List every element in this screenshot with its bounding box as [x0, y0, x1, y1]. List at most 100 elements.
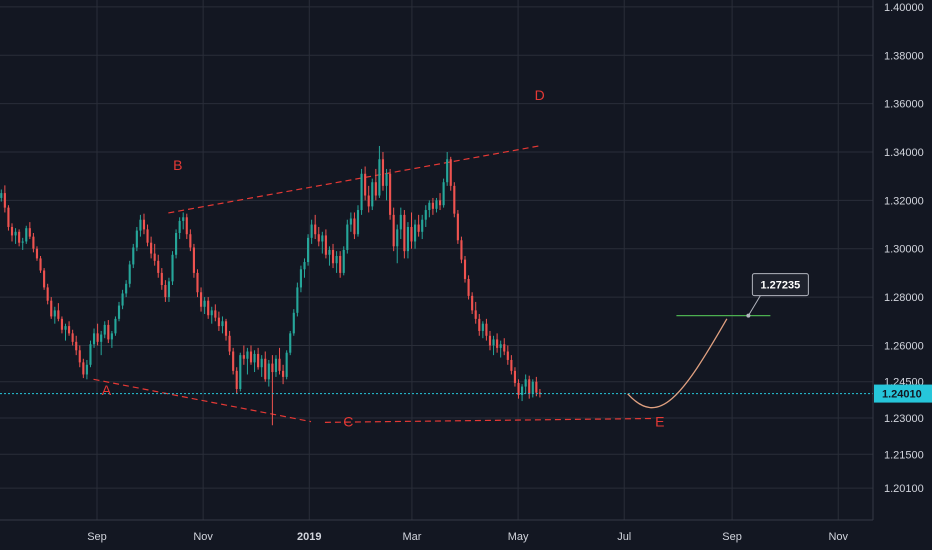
candle-body	[364, 173, 367, 196]
candle-body	[264, 358, 267, 380]
candle	[274, 355, 278, 377]
candle-body	[414, 224, 417, 242]
candle	[64, 323, 67, 341]
candle	[367, 185, 370, 213]
candle-body	[132, 247, 135, 265]
candle	[153, 243, 156, 266]
candle	[10, 223, 14, 242]
candle-body	[417, 224, 420, 232]
candle	[68, 321, 71, 336]
candle	[456, 210, 459, 244]
y-tick-label: 1.34000	[884, 147, 924, 159]
candle	[303, 258, 306, 278]
candle-body	[296, 287, 299, 313]
candle	[121, 289, 124, 310]
candle-body	[285, 352, 288, 377]
candle	[171, 251, 174, 285]
candle	[189, 229, 192, 252]
candle-body	[360, 173, 363, 211]
projection-curve[interactable]	[627, 318, 728, 409]
candle-body	[492, 339, 495, 346]
candle-body	[274, 358, 278, 373]
y-tick-label: 1.26000	[884, 340, 924, 352]
candle-body	[506, 351, 509, 360]
candle	[217, 311, 220, 331]
candle-body	[203, 300, 206, 307]
candle	[414, 219, 417, 249]
candle-body	[10, 226, 14, 236]
candle-body	[435, 200, 438, 209]
candle-body	[367, 195, 370, 207]
candle-body	[485, 323, 488, 336]
candle	[128, 260, 131, 288]
candle	[538, 388, 541, 398]
candle	[32, 233, 35, 253]
candle-body	[260, 358, 263, 368]
candle	[207, 297, 210, 319]
candle-body	[96, 333, 99, 342]
candle	[232, 347, 235, 375]
candle-body	[410, 226, 413, 242]
candle-body	[467, 278, 470, 296]
candle-body	[253, 353, 256, 363]
candle-body	[478, 318, 481, 331]
candle-body	[524, 379, 527, 387]
pattern-trendline[interactable]	[168, 145, 540, 214]
candle-body	[224, 321, 228, 336]
candle	[92, 328, 96, 348]
candle-body	[50, 300, 53, 317]
candle	[317, 226, 320, 247]
candle	[346, 219, 349, 254]
candle-body	[142, 219, 146, 230]
candle-body	[53, 310, 56, 317]
candle-body	[199, 292, 203, 307]
candle-body	[68, 326, 71, 334]
candle-body	[7, 207, 10, 227]
candle	[249, 345, 253, 365]
candle	[82, 358, 85, 379]
target-price-badge[interactable]	[751, 273, 809, 297]
candle	[28, 222, 31, 240]
candle-body	[449, 159, 452, 186]
candle-body	[210, 310, 213, 316]
candle-body	[392, 214, 395, 247]
candle	[371, 178, 374, 211]
candle-body	[438, 200, 442, 206]
candle	[0, 189, 3, 202]
candle	[349, 212, 352, 232]
pattern-trendline[interactable]	[93, 378, 312, 423]
candle-body	[289, 333, 292, 353]
candle	[392, 207, 395, 252]
candle	[235, 367, 238, 394]
candle	[406, 222, 410, 259]
candle-body	[60, 318, 64, 330]
candle-body	[431, 202, 434, 209]
candle-body	[185, 217, 188, 235]
candle	[467, 275, 470, 300]
candle-body	[189, 234, 192, 248]
candle	[513, 367, 517, 387]
candle	[385, 168, 388, 201]
candle-body	[160, 272, 163, 285]
candle-body	[175, 233, 178, 255]
candle	[260, 355, 263, 377]
candle-body	[381, 159, 385, 186]
candle	[146, 224, 149, 247]
candle-body	[528, 379, 531, 394]
candle	[7, 205, 10, 231]
candle-body	[339, 255, 342, 273]
candle	[410, 212, 413, 249]
x-tick-label: 2019	[297, 531, 321, 543]
x-axis[interactable]: Sep Nov 2019 Mar May Jul Sep Nov	[87, 531, 848, 543]
current-price-label: 1.24010	[882, 389, 922, 401]
candle	[431, 197, 434, 215]
candle-body	[246, 351, 249, 359]
candle-body	[75, 341, 78, 351]
y-tick-label: 1.36000	[884, 99, 924, 111]
pattern-trendline[interactable]	[324, 417, 653, 423]
candle	[463, 255, 467, 283]
y-tick-label: 1.23000	[884, 413, 924, 425]
candle	[306, 234, 310, 266]
candle-body	[317, 234, 320, 242]
